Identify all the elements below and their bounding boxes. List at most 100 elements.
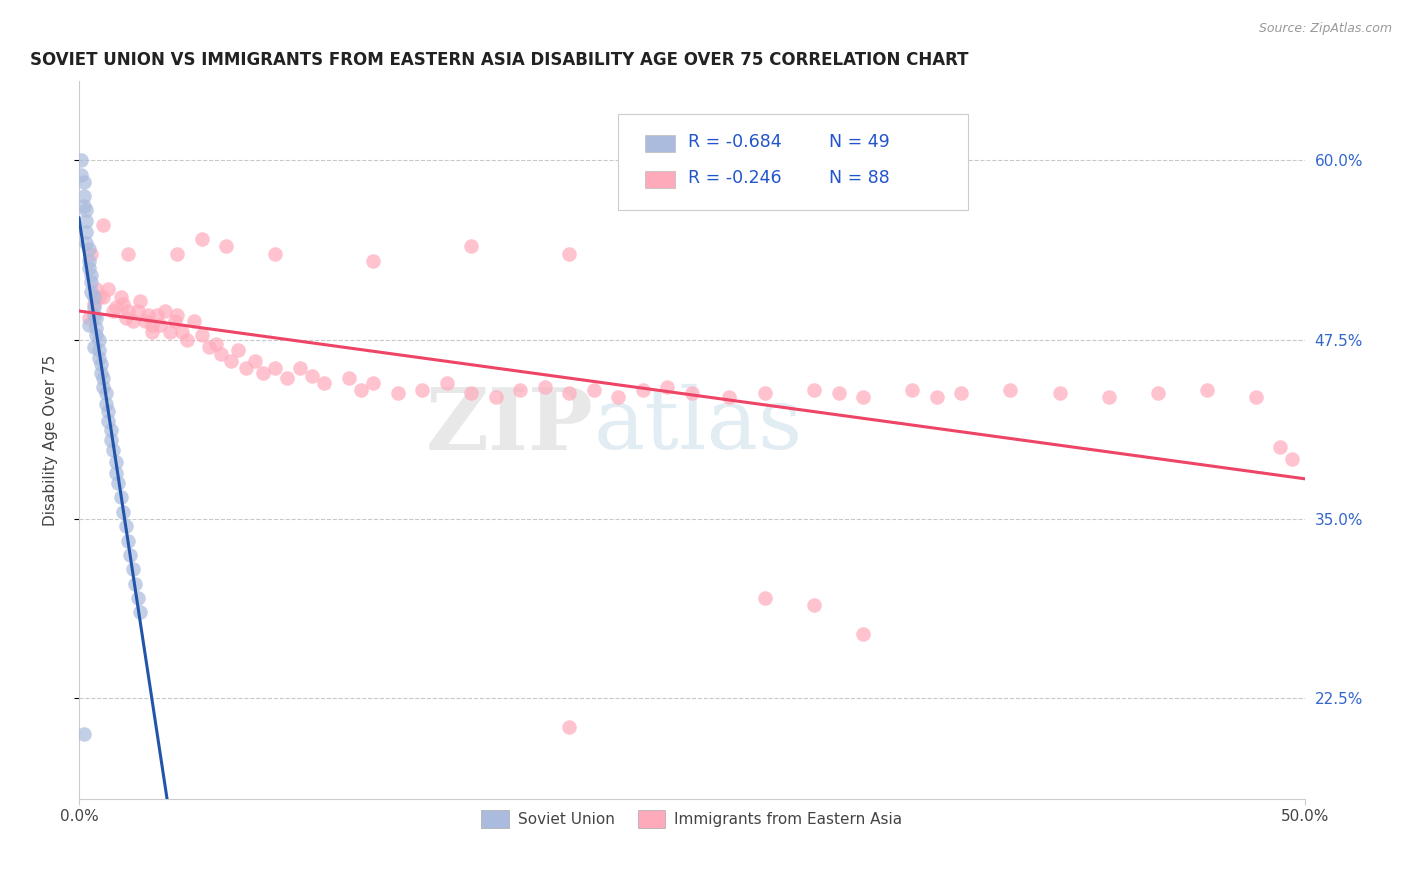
- Point: [558, 720, 581, 734]
- Point: [104, 300, 127, 314]
- Point: [252, 366, 274, 380]
- Point: [533, 380, 555, 394]
- Point: [75, 236, 97, 251]
- Point: [110, 290, 132, 304]
- Point: [73, 199, 96, 213]
- FancyBboxPatch shape: [619, 113, 967, 211]
- Point: [1195, 383, 1218, 397]
- Point: [122, 314, 145, 328]
- Point: [183, 314, 205, 328]
- Point: [226, 343, 249, 357]
- Point: [190, 328, 212, 343]
- FancyBboxPatch shape: [645, 136, 675, 153]
- Point: [84, 328, 107, 343]
- Point: [104, 455, 127, 469]
- Point: [337, 371, 360, 385]
- Point: [77, 242, 100, 256]
- Point: [100, 433, 122, 447]
- Point: [75, 225, 97, 239]
- Point: [176, 333, 198, 347]
- Point: [387, 385, 409, 400]
- Point: [717, 390, 740, 404]
- Point: [103, 443, 125, 458]
- Text: R = -0.684: R = -0.684: [688, 133, 782, 152]
- Point: [361, 376, 384, 390]
- Point: [190, 232, 212, 246]
- Text: N = 88: N = 88: [830, 169, 890, 187]
- Text: SOVIET UNION VS IMMIGRANTS FROM EASTERN ASIA DISABILITY AGE OVER 75 CORRELATION : SOVIET UNION VS IMMIGRANTS FROM EASTERN …: [30, 51, 969, 69]
- Point: [114, 519, 136, 533]
- Point: [350, 383, 373, 397]
- Point: [170, 326, 193, 340]
- Point: [901, 383, 924, 397]
- Point: [264, 361, 287, 376]
- Point: [159, 326, 181, 340]
- Text: atlas: atlas: [593, 384, 803, 467]
- Point: [100, 423, 122, 437]
- Point: [84, 311, 107, 326]
- Point: [70, 153, 93, 168]
- Point: [681, 385, 703, 400]
- Point: [301, 368, 323, 383]
- Point: [90, 357, 112, 371]
- Point: [87, 351, 110, 366]
- Point: [1049, 385, 1071, 400]
- Point: [803, 598, 825, 612]
- Point: [107, 476, 129, 491]
- Point: [245, 354, 267, 368]
- Point: [77, 311, 100, 326]
- Point: [94, 397, 117, 411]
- Point: [166, 246, 188, 260]
- Point: [803, 383, 825, 397]
- Point: [87, 333, 110, 347]
- Point: [288, 361, 311, 376]
- Point: [83, 308, 105, 322]
- Point: [209, 347, 232, 361]
- Point: [83, 340, 105, 354]
- Point: [124, 576, 146, 591]
- Point: [93, 218, 115, 232]
- Point: [110, 491, 132, 505]
- FancyBboxPatch shape: [645, 171, 675, 188]
- Point: [73, 175, 96, 189]
- Point: [215, 239, 238, 253]
- Point: [80, 268, 103, 282]
- Point: [153, 304, 176, 318]
- Point: [1244, 390, 1267, 404]
- Point: [93, 380, 115, 394]
- Point: [127, 304, 149, 318]
- Point: [73, 727, 96, 741]
- Point: [117, 533, 139, 548]
- Text: R = -0.246: R = -0.246: [688, 169, 782, 187]
- Point: [93, 371, 115, 385]
- Point: [77, 318, 100, 333]
- Point: [509, 383, 531, 397]
- Point: [754, 385, 776, 400]
- Point: [129, 293, 152, 308]
- Point: [205, 337, 228, 351]
- Point: [93, 290, 115, 304]
- Point: [114, 311, 136, 326]
- Point: [163, 314, 186, 328]
- Point: [361, 253, 384, 268]
- Legend: Soviet Union, Immigrants from Eastern Asia: Soviet Union, Immigrants from Eastern As…: [475, 805, 908, 834]
- Point: [103, 304, 125, 318]
- Point: [83, 297, 105, 311]
- Point: [136, 308, 159, 322]
- Point: [84, 321, 107, 335]
- Point: [558, 246, 581, 260]
- Point: [83, 290, 105, 304]
- Point: [141, 318, 163, 333]
- Point: [198, 340, 221, 354]
- Point: [75, 213, 97, 227]
- Point: [235, 361, 257, 376]
- Point: [314, 376, 336, 390]
- Point: [149, 318, 172, 333]
- Point: [852, 390, 875, 404]
- Text: N = 49: N = 49: [830, 133, 890, 152]
- Point: [120, 548, 142, 562]
- Point: [411, 383, 433, 397]
- Point: [1000, 383, 1022, 397]
- Point: [852, 627, 875, 641]
- Point: [83, 300, 105, 314]
